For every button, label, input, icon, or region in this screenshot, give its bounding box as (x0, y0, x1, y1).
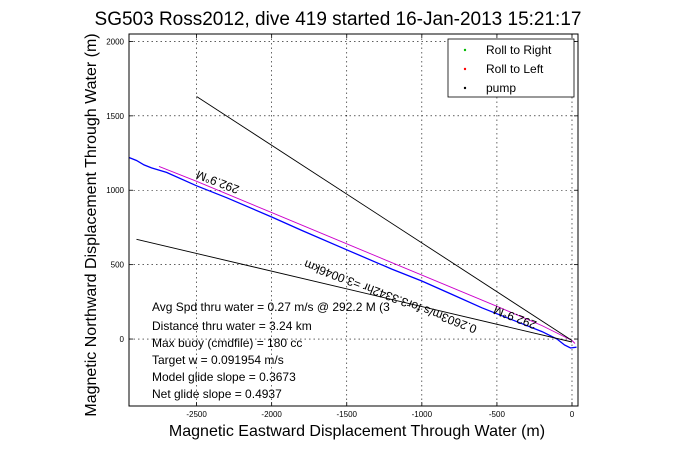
legend-label-roll-right: Roll to Right (486, 43, 552, 57)
x-tick-label: -2000 (261, 410, 282, 419)
stat-avg-speed: Avg Spd thru water = 0.27 m/s @ 292.2 M … (152, 300, 390, 314)
stat-model-glide-slope: Model glide slope = 0.3673 (152, 370, 296, 384)
legend-label-pump: pump (486, 81, 516, 95)
legend-marker-roll-right (463, 48, 467, 52)
y-tick-label: 500 (111, 261, 125, 270)
stat-distance: Distance thru water = 3.24 km (152, 319, 312, 333)
series-layer (128, 96, 577, 349)
x-tick-label: 0 (570, 410, 575, 419)
y-tick-label: 0 (120, 335, 125, 344)
y-axis-label: Magnetic Northward Displacement Through … (83, 33, 100, 416)
y-tick-label: 1000 (106, 186, 124, 195)
annotation-label: 292.9°M (492, 303, 539, 332)
ticks-layer: -2500 -2000 -1500 -1000 -500 0 0 500 1000 1500 200… (106, 34, 578, 419)
stat-target-w: Target w = 0.091954 m/s (152, 353, 284, 367)
y-tick-label: 2000 (106, 37, 124, 46)
x-tick-label: -1500 (337, 410, 358, 419)
stats-box: Avg Spd thru water = 0.27 m/s @ 292.2 M … (152, 300, 390, 401)
annotation-label: 292.9°M (194, 167, 241, 196)
legend-box (447, 38, 575, 98)
series-heading-bound-upper (196, 96, 573, 341)
legend: Roll to Right Roll to Left pump (447, 38, 575, 98)
x-tick-label: -500 (489, 410, 506, 419)
stat-net-glide-slope: Net glide slope = 0.4937 (152, 387, 282, 401)
legend-marker-pump (463, 86, 467, 90)
legend-marker-roll-left (463, 67, 467, 71)
chart-title: SG503 Ross2012, dive 419 started 16-Jan-… (95, 9, 582, 30)
y-tick-label: 1500 (106, 112, 124, 121)
stat-max-buoy: Max buoy (cmdfile) = 180 cc (152, 336, 302, 350)
plot-frame (128, 33, 579, 407)
x-axis-label: Magnetic Eastward Displacement Through W… (169, 423, 545, 440)
x-tick-label: -1000 (412, 410, 433, 419)
x-tick-label: -2500 (186, 410, 207, 419)
series-model-track (158, 165, 576, 344)
series-heading-bound-lower (136, 238, 573, 343)
legend-label-roll-left: Roll to Left (486, 62, 544, 76)
